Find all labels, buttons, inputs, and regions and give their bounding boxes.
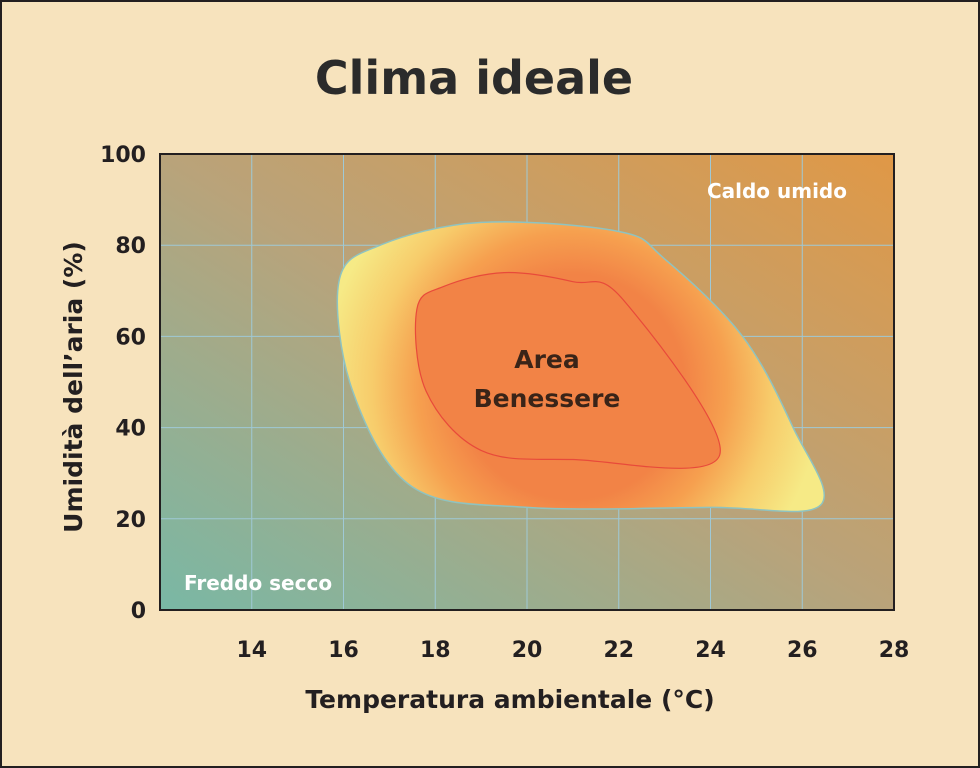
y-tick-label-80: 80 [115,234,146,259]
y-tick-label-20: 20 [115,508,146,533]
annotation-caldo-umido: Caldo umido [707,179,847,203]
x-tick-label-16: 16 [328,638,359,663]
x-tick-label-20: 20 [512,638,543,663]
y-axis-ticks: 0 20 40 60 80 100 [100,143,146,624]
x-axis-ticks: 14 16 18 20 22 24 26 28 [236,638,909,663]
y-tick-label-40: 40 [115,417,146,442]
plot-border [159,153,895,611]
x-tick-label-22: 22 [603,638,634,663]
region-area-benessere [414,271,721,469]
x-tick-label-28: 28 [879,638,910,663]
x-axis-title: Temperatura ambientale (°C) [305,685,714,714]
y-tick-label-60: 60 [115,325,146,350]
x-tick-label-24: 24 [695,638,726,663]
x-tick-label-26: 26 [787,638,818,663]
region-label-line-1: Area [514,345,580,374]
chart-title: Clima ideale [315,51,633,105]
annotation-freddo-secco: Freddo secco [184,571,332,595]
comfort-regions [336,221,826,513]
y-tick-label-0: 0 [131,599,146,624]
x-tick-label-18: 18 [420,638,451,663]
y-axis-title: Umidità dell’aria (%) [59,241,88,533]
region-label-line-2: Benessere [474,384,621,413]
y-tick-label-100: 100 [100,143,146,168]
x-tick-label-14: 14 [236,638,267,663]
